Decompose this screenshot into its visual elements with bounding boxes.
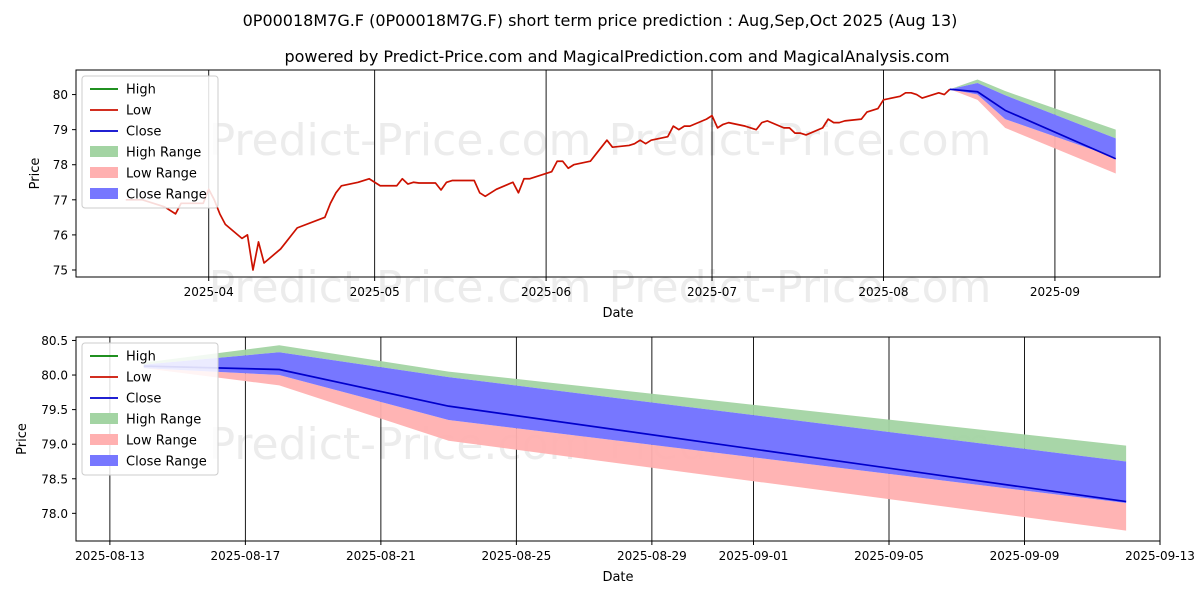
plot-frame <box>75 336 1161 542</box>
legend-label: High <box>126 350 156 365</box>
low-line <box>125 88 951 271</box>
x-tick-label: 2025-09-13 <box>1125 549 1195 563</box>
legend-label: High Range <box>126 146 201 161</box>
legend-swatch-patch <box>90 455 118 466</box>
close-range-band <box>143 352 1127 503</box>
legend-label: Low <box>126 371 152 386</box>
x-tick-label: 2025-09-09 <box>990 549 1060 563</box>
top-price-chart: Predict-Price.com Predict-Price.com Predic… <box>28 69 1161 321</box>
x-tick-label: 2025-06 <box>521 285 571 299</box>
x-tick-label: 2025-08 <box>858 285 908 299</box>
chart-subtitle: powered by Predict-Price.com and Magical… <box>284 47 949 66</box>
legend-label: Close Range <box>126 455 207 470</box>
legend-label: Low <box>126 104 152 119</box>
legend-label: Low Range <box>126 167 197 182</box>
y-tick-label: 78 <box>53 158 68 172</box>
legend: High Low Close High Range Low Range Close Ran… <box>81 75 219 209</box>
low-range-band <box>949 89 1116 174</box>
legend-label: High <box>126 83 156 98</box>
y-tick-label: 76 <box>53 228 68 242</box>
x-tick-label: 2025-08-29 <box>617 549 687 563</box>
y-tick-label: 78.0 <box>41 507 68 521</box>
legend-label: Close Range <box>126 188 207 203</box>
y-tick-label: 80.5 <box>41 334 68 348</box>
y-axis-label: Price <box>15 423 30 455</box>
y-tick-label: 79 <box>53 123 68 137</box>
x-tick-label: 2025-08-17 <box>211 549 281 563</box>
x-axis-label: Date <box>602 570 633 585</box>
high-range-band <box>949 79 1116 139</box>
x-tick-label: 2025-09-01 <box>719 549 789 563</box>
y-tick-label: 75 <box>53 263 68 277</box>
legend: High Low Close High Range Low Range Close Ran… <box>81 342 219 476</box>
legend-swatch-patch <box>90 413 118 424</box>
legend-swatch-patch <box>90 167 118 178</box>
legend-swatch-patch <box>90 434 118 445</box>
legend-swatch-patch <box>90 188 118 199</box>
bottom-forecast-chart: Predict-Price.comPredict-Price.com78.078… <box>15 334 1195 585</box>
legend-label: Close <box>126 392 161 407</box>
x-tick-label: 2025-08-25 <box>482 549 552 563</box>
y-axis-label: Price <box>28 158 43 190</box>
low-range-band <box>143 368 1127 531</box>
x-tick-label: 2025-07 <box>687 285 737 299</box>
y-tick-label: 80.0 <box>41 369 68 383</box>
x-tick-label: 2025-09 <box>1030 285 1080 299</box>
y-tick-label: 80 <box>53 88 68 102</box>
watermark-text: Predict-Price.com <box>609 115 992 166</box>
legend-label: Low Range <box>126 434 197 449</box>
x-tick-label: 2025-04 <box>184 285 234 299</box>
close-line <box>949 88 1117 160</box>
legend-label: Close <box>126 125 161 140</box>
y-tick-label: 77 <box>53 193 68 207</box>
x-tick-label: 2025-08-13 <box>75 549 145 563</box>
plot-area <box>125 79 1117 271</box>
y-tick-label: 78.5 <box>41 472 68 486</box>
x-axis-label: Date <box>602 306 633 321</box>
watermark-text: Predict-Price.com <box>209 115 592 166</box>
plot-frame <box>75 69 1161 278</box>
y-tick-label: 79.0 <box>41 438 68 452</box>
watermark-text: Predict-Price.com <box>209 262 592 313</box>
x-tick-label: 2025-05 <box>350 285 400 299</box>
chart-title: 0P00018M7G.F (0P00018M7G.F) short term p… <box>243 11 958 30</box>
watermark-text: Predict-Price.com <box>609 262 992 313</box>
y-tick-label: 79.5 <box>41 403 68 417</box>
legend-label: High Range <box>126 413 201 428</box>
x-tick-label: 2025-08-21 <box>346 549 416 563</box>
x-tick-label: 2025-09-05 <box>854 549 924 563</box>
legend-swatch-patch <box>90 146 118 157</box>
